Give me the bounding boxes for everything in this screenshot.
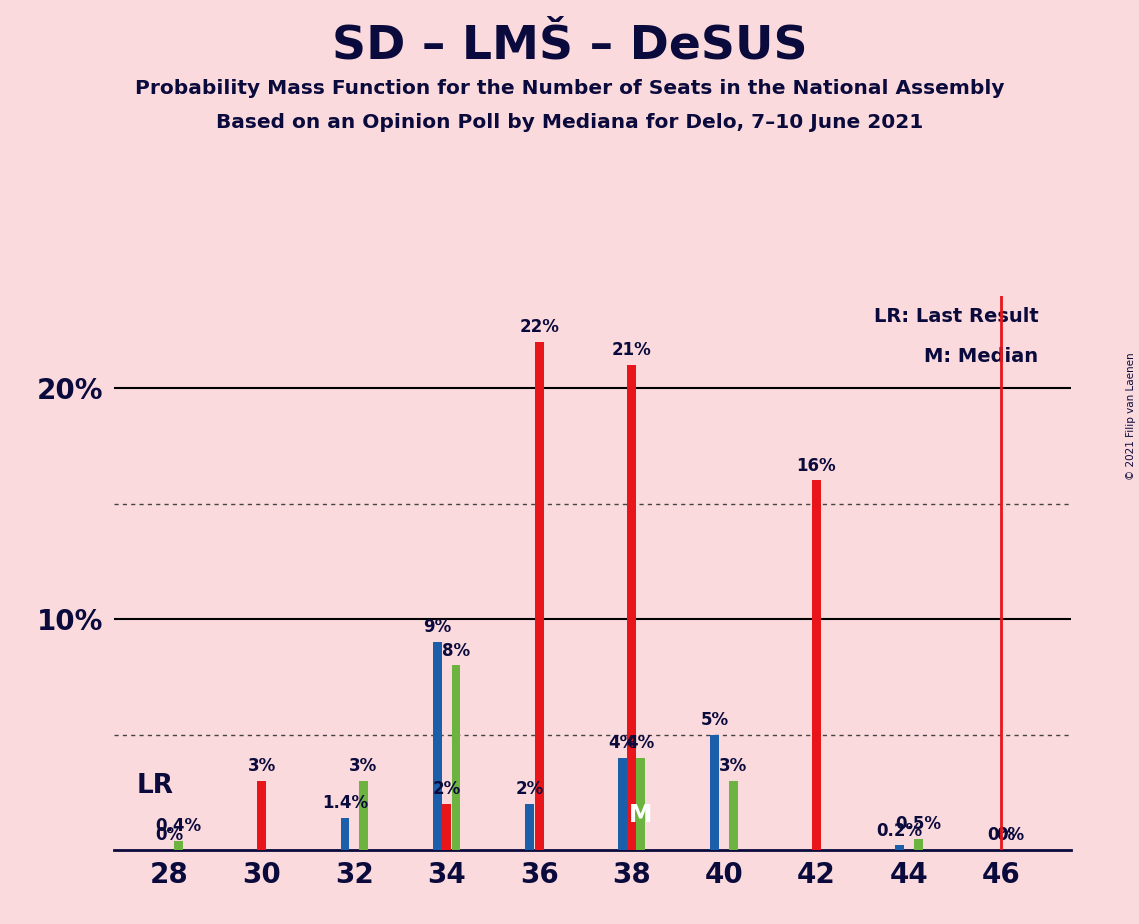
Text: 2%: 2% [516,780,544,798]
Text: M: M [629,803,653,827]
Text: LR: LR [137,773,174,799]
Bar [525,804,534,850]
Text: SD – LMŠ – DeSUS: SD – LMŠ – DeSUS [331,23,808,68]
Text: 0.4%: 0.4% [156,817,202,835]
Text: Based on an Opinion Poll by Mediana for Delo, 7–10 June 2021: Based on an Opinion Poll by Mediana for … [216,113,923,132]
Text: Probability Mass Function for the Number of Seats in the National Assembly: Probability Mass Function for the Number… [134,79,1005,98]
Text: 0%: 0% [155,826,183,845]
Bar [637,758,645,850]
Text: 0%: 0% [988,826,1015,845]
Bar [174,841,183,850]
Text: 3%: 3% [719,757,747,775]
Bar [359,781,368,850]
Text: 3%: 3% [350,757,378,775]
Bar [628,365,636,850]
Text: 22%: 22% [519,318,559,336]
Text: 1.4%: 1.4% [322,794,368,812]
Text: LR: Last Result: LR: Last Result [874,308,1039,326]
Text: 0.2%: 0.2% [877,821,923,840]
Text: 5%: 5% [700,711,729,729]
Text: 0.5%: 0.5% [895,815,941,833]
Text: © 2021 Filip van Laenen: © 2021 Filip van Laenen [1126,352,1136,480]
Text: 2%: 2% [433,780,461,798]
Text: M: Median: M: Median [924,346,1039,366]
Bar [341,818,350,850]
Bar [729,781,738,850]
Bar [895,845,904,850]
Bar [913,839,923,850]
Text: 8%: 8% [442,641,470,660]
Bar [618,758,626,850]
Text: 9%: 9% [424,618,451,637]
Bar [451,665,460,850]
Text: 4%: 4% [608,734,637,752]
Bar [442,804,451,850]
Text: 0%: 0% [997,826,1025,845]
Bar [534,342,543,850]
Bar [711,735,719,850]
Bar [257,781,267,850]
Text: 21%: 21% [612,341,652,359]
Text: 4%: 4% [626,734,655,752]
Text: 16%: 16% [796,456,836,475]
Bar [433,642,442,850]
Text: 3%: 3% [247,757,276,775]
Bar [812,480,821,850]
